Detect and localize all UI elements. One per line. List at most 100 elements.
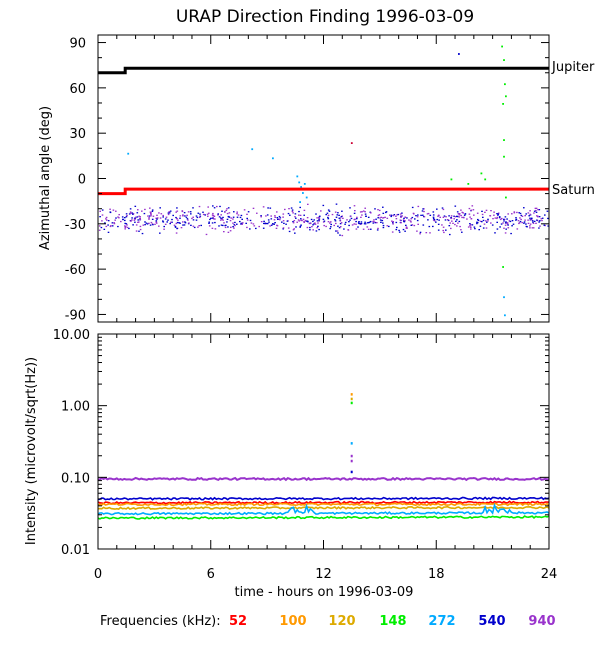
azimuth-scatter-point xyxy=(133,219,136,221)
azimuth-scatter-point xyxy=(460,214,462,217)
azimuth-scatter-point xyxy=(142,224,145,226)
azimuth-scatter-point xyxy=(420,214,422,216)
intensity-spike-point xyxy=(350,459,353,463)
azimuth-scatter-point xyxy=(297,219,300,221)
azimuth-scatter-point xyxy=(151,218,154,220)
azimuth-scatter-point xyxy=(154,223,156,225)
azimuth-ytick-label: 30 xyxy=(69,127,86,142)
azimuth-scatter-point xyxy=(125,223,128,225)
azimuth-scatter-point xyxy=(176,218,178,220)
azimuth-scatter-point xyxy=(388,225,390,228)
azimuth-scatter-point xyxy=(264,222,267,224)
azimuth-scatter-point xyxy=(366,222,369,224)
intensity-series-940 xyxy=(97,476,550,482)
azimuth-outlier-point xyxy=(305,196,308,199)
azimuth-scatter-point xyxy=(178,222,180,224)
azimuth-scatter-point xyxy=(266,222,269,225)
azimuth-scatter-point xyxy=(379,219,382,221)
azimuth-scatter-point xyxy=(425,232,428,234)
azimuth-scatter-point xyxy=(107,224,109,226)
azimuth-scatter-point xyxy=(132,213,135,215)
azimuth-scatter-point xyxy=(327,214,330,216)
azimuth-scatter-point xyxy=(373,221,376,223)
azimuth-scatter-point xyxy=(186,218,189,220)
azimuth-scatter-point xyxy=(162,216,164,218)
azimuth-scatter-point xyxy=(482,219,485,222)
azimuth-scatter-point xyxy=(374,222,377,224)
azimuth-scatter-point xyxy=(175,222,178,225)
azimuth-scatter-point xyxy=(292,229,295,231)
azimuth-scatter-point xyxy=(298,210,300,213)
azimuth-scatter-point xyxy=(195,219,198,221)
azimuth-scatter-point xyxy=(513,212,516,214)
azimuth-scatter-point xyxy=(338,214,340,216)
azimuth-scatter-point xyxy=(105,225,108,228)
azimuth-scatter-point xyxy=(309,229,311,231)
intensity-spike-point xyxy=(350,397,353,401)
azimuth-scatter-point xyxy=(222,219,224,221)
azimuth-scatter-point xyxy=(490,210,492,212)
azimuth-scatter-point xyxy=(227,231,230,233)
azimuth-scatter-point xyxy=(124,226,127,228)
azimuth-scatter-point xyxy=(281,221,283,223)
frequency-legend: Frequencies (kHz): 52 100 120 148 272 540 940 xyxy=(100,614,556,629)
azimuth-scatter-point xyxy=(476,221,478,223)
azimuth-scatter-point xyxy=(114,219,116,221)
azimuth-scatter-point xyxy=(301,219,303,222)
intensity-series-540 xyxy=(97,496,550,501)
azimuth-scatter-point xyxy=(282,220,285,222)
azimuth-scatter-point xyxy=(149,207,151,209)
azimuth-scatter-point xyxy=(293,228,295,230)
azimuth-scatter-point xyxy=(378,214,381,216)
azimuth-scatter-point xyxy=(410,218,412,220)
azimuth-scatter-point xyxy=(439,216,441,218)
azimuth-scatter-point xyxy=(471,224,474,226)
azimuth-scatter-point xyxy=(344,223,346,225)
azimuth-scatter-point xyxy=(253,225,256,227)
azimuth-scatter-point xyxy=(382,212,385,214)
azimuth-scatter-point xyxy=(282,216,284,218)
azimuth-scatter-point xyxy=(450,215,453,217)
azimuth-scatter-point xyxy=(382,217,385,219)
azimuth-scatter-point xyxy=(180,227,183,229)
azimuth-scatter-point xyxy=(106,219,108,221)
azimuth-outlier-point xyxy=(458,53,460,55)
azimuth-outlier-point xyxy=(450,178,453,181)
azimuth-scatter-point xyxy=(429,214,432,216)
azimuth-outlier-point xyxy=(127,152,130,155)
x-tick-label: 0 xyxy=(94,567,102,582)
azimuth-scatter-point xyxy=(343,228,345,230)
azimuth-scatter-point xyxy=(196,216,199,219)
azimuth-scatter-point xyxy=(148,215,151,217)
azimuth-scatter-point xyxy=(182,215,184,217)
azimuth-scatter-point xyxy=(353,205,356,207)
azimuth-scatter-point xyxy=(506,222,509,224)
azimuth-scatter-point xyxy=(200,224,202,227)
azimuth-scatter-point xyxy=(454,223,456,226)
azimuth-scatter-point xyxy=(316,227,319,229)
azimuth-scatter-point xyxy=(269,207,272,209)
azimuth-scatter-point xyxy=(355,223,357,225)
azimuth-scatter-point xyxy=(149,211,152,213)
azimuth-scatter-point xyxy=(151,209,154,211)
azimuth-scatter-point xyxy=(188,222,190,224)
azimuth-scatter-point xyxy=(309,222,312,225)
azimuth-scatter-point xyxy=(134,218,136,220)
azimuth-scatter-point xyxy=(263,220,265,222)
azimuth-scatter-point xyxy=(415,215,417,217)
azimuth-scatter-point xyxy=(143,212,146,215)
azimuth-scatter-point xyxy=(179,217,181,219)
azimuth-scatter-point xyxy=(156,217,159,219)
azimuth-scatter-point xyxy=(226,212,229,215)
azimuth-scatter-point xyxy=(128,213,131,215)
azimuth-scatter-point xyxy=(226,208,228,210)
azimuth-scatter-point xyxy=(246,219,249,221)
azimuth-scatter-point xyxy=(377,217,379,219)
azimuth-scatter-point xyxy=(100,226,103,229)
azimuth-scatter-point xyxy=(491,224,494,226)
intensity-spike-point xyxy=(350,454,353,458)
azimuth-scatter-point xyxy=(454,216,457,218)
azimuth-scatter-point xyxy=(339,226,342,228)
azimuth-scatter-point xyxy=(405,226,408,228)
azimuth-scatter-point xyxy=(107,220,110,222)
